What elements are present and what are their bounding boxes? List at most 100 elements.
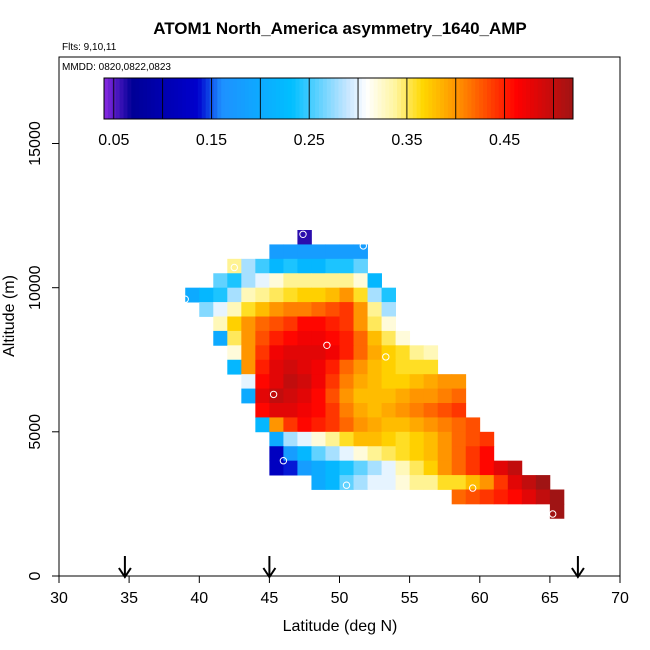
colorbar-segment <box>397 78 402 119</box>
colorbar-segment <box>170 78 175 119</box>
colorbar-segment <box>162 78 168 119</box>
heatmap-cell <box>325 273 340 289</box>
heatmap-cell <box>353 460 368 476</box>
heatmap-cell <box>339 403 354 418</box>
heatmap-cell <box>423 446 439 462</box>
x-tick-label: 45 <box>261 590 279 607</box>
sample-circle <box>382 353 390 361</box>
heatmap-cell <box>395 330 411 346</box>
heatmap-cell <box>381 359 396 375</box>
heatmap-cell <box>381 460 396 476</box>
y-tick-label: 0 <box>27 571 44 580</box>
colorbar-segment <box>557 78 562 119</box>
heatmap-cell <box>549 489 565 505</box>
heatmap-cell <box>381 388 396 404</box>
colorbar-segment <box>350 78 355 119</box>
heatmap-cell <box>451 446 467 462</box>
heatmap-cell <box>367 316 382 332</box>
heatmap-cell <box>423 460 439 476</box>
colorbar-segment <box>213 78 218 119</box>
y-tick-label: 10000 <box>27 265 44 310</box>
colorbar-segment <box>229 78 234 119</box>
heatmap-cell <box>353 273 368 289</box>
heatmap-cell <box>283 345 298 361</box>
heatmap-cell <box>451 388 467 404</box>
colorbar-segment <box>444 78 449 119</box>
heatmap-cell <box>339 388 354 404</box>
heatmap-cell <box>395 345 411 361</box>
heatmap-cell <box>381 302 396 317</box>
heatmap-cell <box>199 302 214 317</box>
heatmap-cell <box>227 273 242 289</box>
heatmap-cell <box>381 431 396 447</box>
heatmap-cell <box>339 359 354 375</box>
heatmap-cell <box>367 345 382 361</box>
heatmap-cell <box>549 503 565 519</box>
heatmap-cell <box>535 475 551 490</box>
heatmap-cell <box>353 446 368 462</box>
heatmap-cell <box>269 446 284 462</box>
heatmap-cell <box>255 359 270 375</box>
heatmap-cell <box>255 345 270 361</box>
heatmap-cell <box>227 359 242 375</box>
colorbar-segment <box>201 78 207 119</box>
colorbar-segment <box>135 78 140 119</box>
heatmap-cell <box>367 417 382 433</box>
heatmap-cell <box>353 330 368 346</box>
heatmap-cell <box>409 475 425 490</box>
heatmap-cell <box>311 244 326 260</box>
heatmap-cell <box>409 359 425 375</box>
heatmap-cell <box>283 273 298 289</box>
colorbar-segment <box>283 78 289 119</box>
heatmap-cell <box>451 460 467 476</box>
heatmap-cell <box>367 431 382 447</box>
heatmap-cell <box>353 316 368 332</box>
colorbar-segment <box>381 78 386 119</box>
heatmap-cell <box>269 417 284 433</box>
heatmap-cell <box>227 330 242 346</box>
colorbar-segment <box>533 78 539 119</box>
colorbar-segment <box>487 78 492 119</box>
colorbar-segment <box>139 78 144 119</box>
y-tick-label: 15000 <box>27 121 44 166</box>
heatmap-cell <box>311 460 326 476</box>
heatmap-cell <box>381 374 396 389</box>
colorbar-segment <box>549 78 554 119</box>
colorbar-segment <box>299 78 304 119</box>
colorbar-segment <box>182 78 187 119</box>
heatmap-cell <box>297 316 312 332</box>
colorbar-segment <box>346 78 351 119</box>
colorbar-segment <box>217 78 222 119</box>
colorbar-segment <box>260 78 265 119</box>
colorbar-segment <box>389 78 394 119</box>
heatmap-cell <box>325 374 340 389</box>
heatmap-cell <box>409 403 425 418</box>
heatmap-cell <box>311 403 326 418</box>
heatmap-cell <box>269 316 284 332</box>
heatmap-cell <box>297 258 312 274</box>
colorbar-segment <box>553 78 558 119</box>
colorbar-segment <box>365 78 371 119</box>
heatmap-cell <box>311 446 326 462</box>
dates-label: MMDD: 0820,0822,0823 <box>62 62 171 73</box>
heatmap-cell <box>465 460 481 476</box>
heatmap-cell <box>367 403 382 418</box>
colorbar-segment <box>322 78 328 119</box>
sample-circle <box>279 457 288 465</box>
colorbar-segment <box>197 78 203 119</box>
colorbar-segment <box>518 78 523 119</box>
colorbar-segment <box>537 78 543 119</box>
heatmap-cell <box>325 417 340 433</box>
heatmap-cell <box>269 258 284 274</box>
heatmap-cell <box>367 388 382 404</box>
heatmap-cell <box>297 359 312 375</box>
flight-arrow-head <box>118 567 132 579</box>
sample-circle <box>342 481 351 489</box>
colorbar-segment <box>248 78 254 119</box>
colorbar-tick-label: 0.25 <box>294 132 325 149</box>
heatmap-cell <box>255 287 270 303</box>
colorbar-segment <box>303 78 308 119</box>
heatmap-cell <box>283 258 298 274</box>
heatmap-cell <box>521 475 537 490</box>
heatmap-cell <box>367 446 382 462</box>
